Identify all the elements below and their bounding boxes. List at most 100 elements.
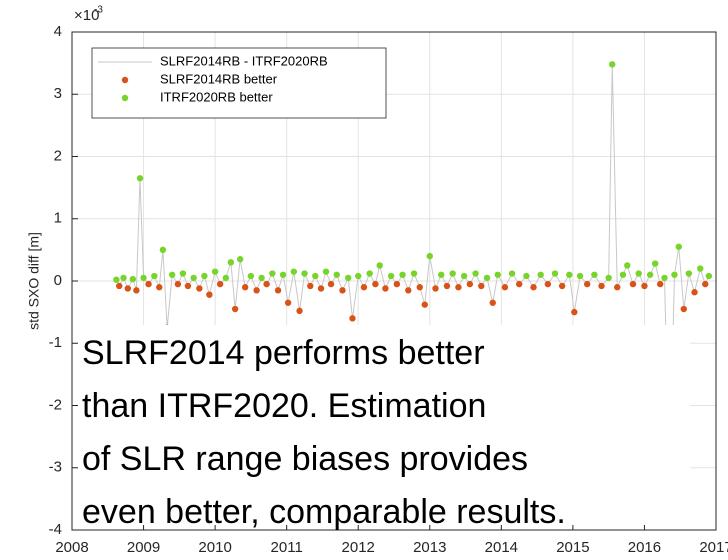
data-point — [516, 280, 523, 288]
annotation-line: of SLR range biases provides — [82, 440, 528, 478]
annotation-line: even better, comparable results. — [82, 493, 566, 531]
data-point — [211, 268, 219, 275]
data-point — [489, 299, 496, 306]
data-point — [274, 287, 282, 294]
data-point — [523, 272, 530, 280]
data-point — [605, 274, 612, 282]
data-point — [508, 270, 516, 277]
data-point — [478, 282, 485, 290]
annotation: SLRF2014 performs better than ITRF2020. E… — [78, 325, 690, 531]
legend-label: SLRF2014RB better — [160, 71, 278, 86]
data-point — [629, 280, 637, 288]
y-tick-label: -2 — [49, 396, 62, 413]
data-point — [558, 282, 566, 290]
data-point — [372, 280, 379, 288]
data-point — [635, 270, 642, 277]
data-point — [416, 284, 423, 291]
legend: SLRF2014RB - ITRF2020RB SLRF2014RB better… — [91, 47, 387, 119]
x-tick-label: 2016 — [628, 539, 661, 556]
data-point — [301, 270, 308, 277]
data-point — [349, 315, 356, 322]
legend-swatch — [121, 94, 129, 102]
data-point — [483, 274, 491, 282]
y-tick-label: -1 — [49, 334, 62, 351]
data-point — [151, 272, 158, 280]
data-point — [360, 284, 368, 291]
data-point — [179, 270, 187, 277]
data-point — [156, 284, 163, 291]
data-point — [290, 268, 298, 275]
data-point — [393, 280, 401, 288]
plot-frame — [71, 31, 717, 531]
data-point — [129, 275, 137, 283]
data-point — [322, 268, 330, 275]
data-point — [263, 280, 270, 288]
x-tick-label: 2017 — [699, 539, 728, 556]
data-point — [675, 243, 682, 250]
data-point — [399, 271, 406, 278]
data-point — [646, 271, 654, 278]
y-exponent-base: ×10 — [74, 7, 99, 24]
data-point — [432, 285, 439, 292]
data-point — [231, 305, 239, 313]
data-point — [201, 272, 208, 280]
data-point — [609, 61, 616, 68]
data-point — [530, 284, 537, 291]
data-point — [241, 284, 249, 291]
data-point — [206, 291, 213, 298]
x-tick-label: 2012 — [342, 539, 375, 556]
y-tick-label: 3 — [54, 85, 62, 102]
data-point — [113, 276, 120, 283]
data-point — [196, 285, 203, 292]
data-point — [236, 256, 244, 263]
data-point — [116, 282, 123, 290]
data-point — [697, 265, 704, 272]
data-point — [449, 270, 456, 277]
x-tick-label: 2013 — [413, 539, 446, 556]
data-point — [443, 282, 451, 290]
legend-label: SLRF2014RB - ITRF2020RB — [160, 53, 328, 68]
data-point — [307, 282, 314, 290]
data-point — [120, 274, 127, 282]
data-point — [345, 274, 352, 282]
y-axis-label: std SXO diff [m] — [26, 232, 42, 330]
data-point — [651, 260, 659, 267]
data-point — [145, 280, 152, 288]
data-point — [405, 287, 412, 294]
data-point — [227, 259, 235, 266]
data-point — [537, 271, 544, 278]
data-point — [584, 280, 591, 288]
data-point — [614, 284, 621, 291]
data-point — [426, 252, 433, 260]
data-point — [339, 287, 346, 294]
data-point — [571, 308, 578, 316]
data-point — [355, 272, 362, 280]
data-point — [460, 272, 468, 280]
data-point — [619, 271, 627, 278]
data-point — [133, 287, 140, 294]
data-point — [705, 272, 713, 280]
data-point — [501, 284, 509, 291]
data-point — [136, 175, 144, 182]
data-point — [466, 280, 474, 288]
plot — [113, 61, 713, 475]
data-point — [598, 282, 605, 290]
data-point — [184, 282, 192, 290]
data-point — [253, 287, 260, 294]
data-point — [671, 271, 678, 278]
x-tick-label: 2009 — [127, 539, 160, 556]
data-point — [247, 272, 255, 280]
x-tick-label: 2015 — [556, 539, 589, 556]
data-point — [702, 280, 709, 288]
data-point — [472, 270, 479, 277]
data-point — [551, 270, 559, 277]
data-point — [168, 271, 176, 278]
x-tick-label: 2011 — [271, 539, 303, 556]
y-exponent-power: -3 — [94, 5, 103, 16]
legend-label: ITRF2020RB better — [160, 89, 273, 104]
x-tick-label: 2008 — [55, 539, 88, 556]
data-point — [284, 299, 292, 306]
annotation-box — [78, 325, 690, 525]
legend-swatch — [121, 76, 129, 84]
